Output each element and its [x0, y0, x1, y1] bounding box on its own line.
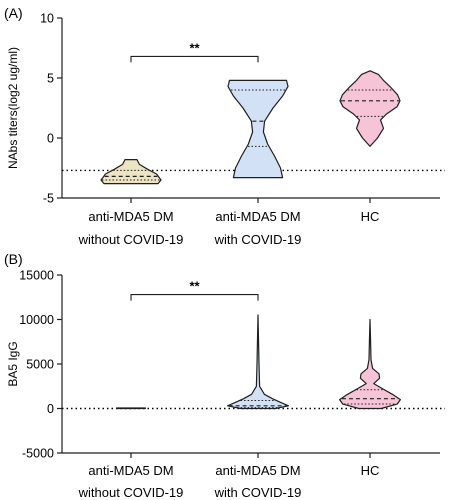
violin-body: [339, 318, 401, 410]
panel-b-significance: **: [130, 279, 259, 301]
x-category-label: anti-MDA5 DM: [215, 209, 300, 224]
panel-b-label: (B): [4, 251, 23, 267]
violin-1: [227, 79, 289, 179]
y-tick-label: 5: [47, 72, 54, 86]
y-tick-label: 0: [47, 132, 54, 146]
violin-0: [116, 407, 146, 410]
panel-a-ylabel: NAbs titers(log2 ug/ml): [6, 47, 20, 169]
violin-2: [339, 70, 401, 147]
violin-body: [227, 314, 289, 410]
y-tick-label: 0: [47, 402, 54, 416]
panel-b-xlabels: anti-MDA5 DM without COVID-19 anti-MDA5 DM…: [78, 463, 380, 500]
x-category-label: with COVID-19: [214, 485, 302, 500]
panel-b-violins: [116, 314, 401, 410]
panel-a: (A) NAbs titers(log2 ug/ml) -5 0 5 10 anti-…: [4, 5, 445, 247]
x-category-label: anti-MDA5 DM: [88, 463, 173, 478]
x-category-label: anti-MDA5 DM: [88, 209, 173, 224]
panel-a-significance: **: [130, 40, 259, 63]
significance-bracket: [130, 294, 259, 301]
panel-a-xlabels: anti-MDA5 DM without COVID-19 anti-MDA5 DM…: [78, 209, 380, 247]
x-category-label: HC: [361, 463, 380, 478]
violin-1: [227, 314, 289, 410]
x-category-label: without COVID-19: [78, 485, 184, 500]
y-tick-label: 10: [40, 12, 54, 26]
violin-body: [100, 159, 162, 185]
violin-body: [339, 70, 401, 147]
significance-bracket: [130, 55, 259, 63]
violin-body: [116, 407, 146, 410]
panel-a-label: (A): [4, 5, 23, 21]
x-category-label: without COVID-19: [78, 232, 184, 247]
violin-0: [100, 159, 162, 185]
x-category-label: with COVID-19: [214, 232, 302, 247]
significance-label: **: [189, 40, 200, 55]
y-tick-label: -5000: [22, 447, 54, 461]
y-tick-label: 10000: [19, 313, 54, 327]
panel-b-axes: -5000 0 5000 10000 15000: [19, 269, 445, 461]
y-tick-label: 15000: [19, 269, 54, 283]
x-category-label: anti-MDA5 DM: [215, 463, 300, 478]
violin-body: [227, 79, 289, 179]
y-tick-label: 5000: [26, 358, 54, 372]
panel-b-ylabel: BA5 IgG: [6, 341, 20, 386]
x-category-label: HC: [361, 209, 380, 224]
violin-2: [339, 318, 401, 410]
panel-b: (B) BA5 IgG -5000 0 5000 10000 15000 anti-MD…: [4, 251, 445, 500]
panel-a-violins: [100, 70, 401, 185]
significance-label: **: [189, 279, 200, 294]
y-tick-label: -5: [43, 192, 54, 206]
